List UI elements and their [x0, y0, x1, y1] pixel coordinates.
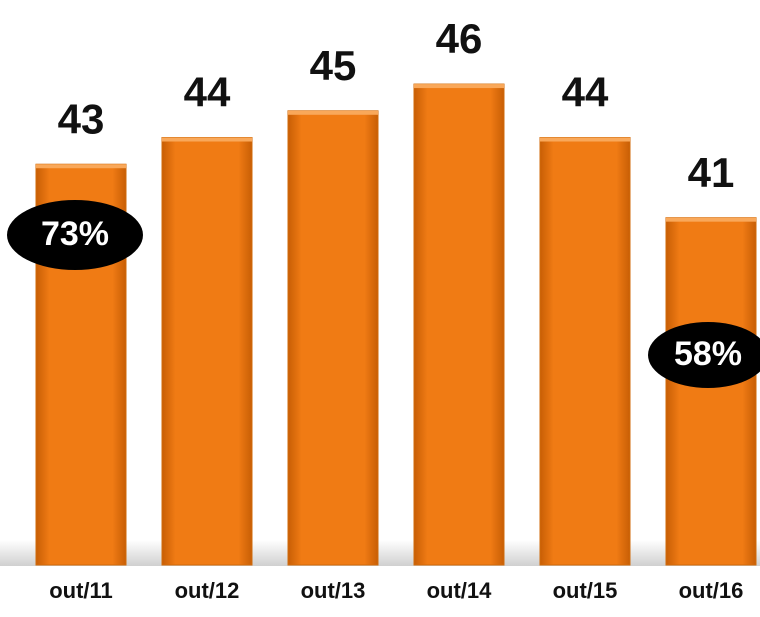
x-tick-label: out/13: [301, 578, 366, 603]
value-label: 44: [562, 69, 609, 116]
value-label: 44: [184, 69, 231, 116]
value-label: 41: [688, 149, 735, 196]
x-tick-label: out/16: [679, 578, 744, 603]
value-label: 43: [58, 95, 105, 142]
bar-highlight: [666, 217, 756, 222]
x-tick-label: out/15: [553, 578, 618, 603]
bar: [161, 137, 253, 566]
bar: [413, 83, 505, 566]
bar-highlight: [36, 164, 126, 169]
x-tick-label: out/12: [175, 578, 240, 603]
bar-highlight: [288, 110, 378, 115]
bar: [665, 217, 757, 566]
annotation-badge: [648, 322, 760, 388]
value-label: 45: [310, 42, 357, 89]
value-label: 46: [436, 15, 483, 62]
x-tick-label: out/14: [427, 578, 493, 603]
bar: [287, 110, 379, 566]
bar-highlight: [162, 137, 252, 142]
bar-highlight: [540, 137, 630, 142]
annotation-badge: [7, 200, 143, 270]
annotation: 73%: [41, 215, 109, 253]
floor: [0, 540, 760, 566]
annotation: 58%: [674, 335, 742, 373]
bar-highlight: [414, 84, 504, 89]
bar: [539, 137, 631, 566]
x-tick-label: out/11: [49, 578, 113, 603]
